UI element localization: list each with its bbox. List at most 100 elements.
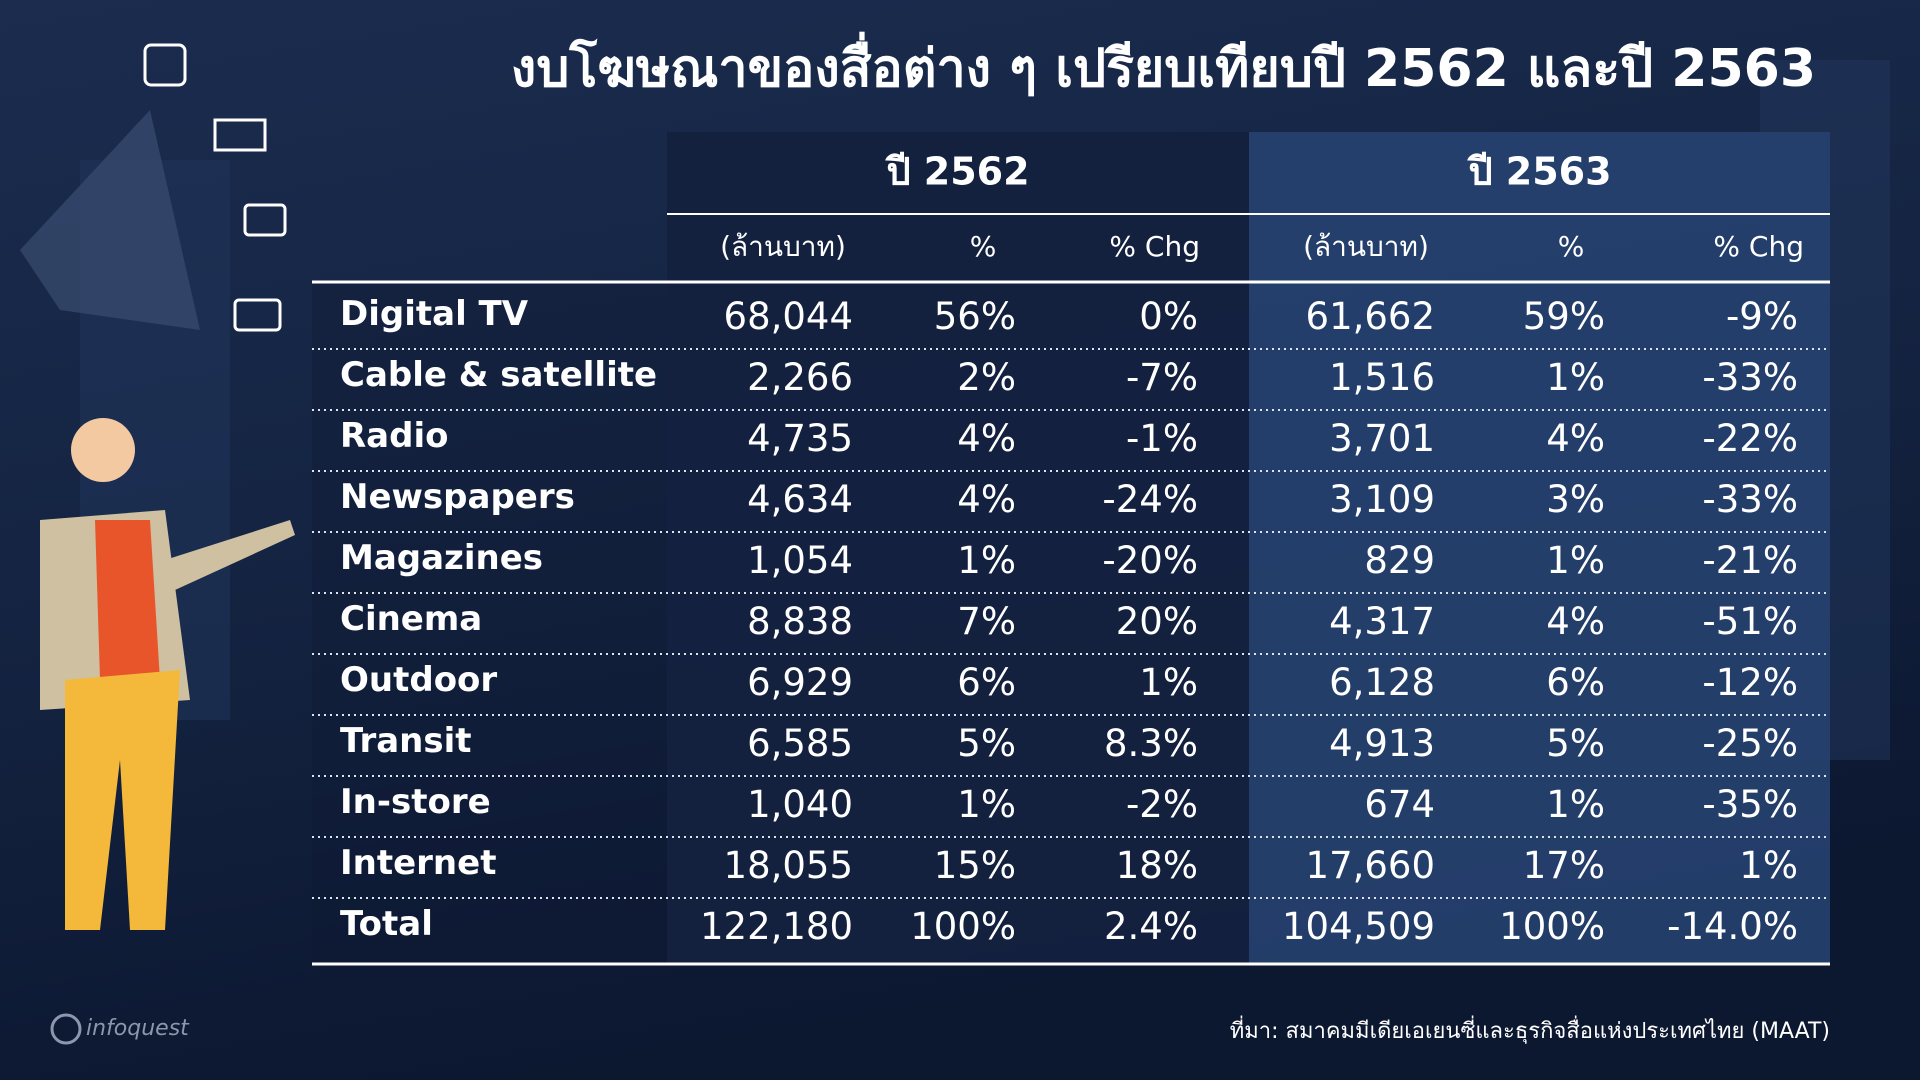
cell: 0% (1139, 295, 1198, 338)
person-pants (65, 670, 180, 930)
cell: -33% (1702, 478, 1798, 521)
cell: -22% (1702, 417, 1798, 460)
cell: 4,317 (1329, 600, 1435, 643)
cell: 2% (957, 356, 1016, 399)
cell: 5% (1546, 722, 1605, 765)
sub-header: % (970, 230, 997, 263)
row-label: Radio (340, 416, 448, 456)
cell: -33% (1702, 356, 1798, 399)
cell: 6% (957, 661, 1016, 704)
cell: 7% (957, 600, 1016, 643)
column-bg-2563 (1249, 132, 1830, 964)
cell: 100% (1499, 905, 1605, 948)
row-label: Outdoor (340, 660, 497, 700)
cell: 5% (957, 722, 1016, 765)
cell: 68,044 (724, 295, 853, 338)
cell: -51% (1702, 600, 1798, 643)
cell: -2% (1126, 783, 1198, 826)
cell: 1% (1739, 844, 1798, 887)
cell: 8,838 (747, 600, 853, 643)
cell: 1% (1139, 661, 1198, 704)
cell: -9% (1726, 295, 1798, 338)
cell: 4% (957, 417, 1016, 460)
row-label: Total (340, 904, 433, 944)
row-label: Cinema (340, 599, 482, 639)
row-label: Digital TV (340, 294, 529, 334)
sub-header: (ล้านบาท) (1303, 230, 1429, 263)
cell: 8.3% (1104, 722, 1198, 765)
row-label: Cable & satellite (340, 355, 657, 395)
cell: -7% (1126, 356, 1198, 399)
cell: 17% (1523, 844, 1605, 887)
cell: 18% (1116, 844, 1198, 887)
cell: 4% (1546, 600, 1605, 643)
cell: 18,055 (724, 844, 853, 887)
cell: 1% (1546, 539, 1605, 582)
cell: 1,040 (747, 783, 853, 826)
icon (143, 43, 187, 87)
cell: 2.4% (1104, 905, 1198, 948)
icon (213, 118, 267, 152)
cell: 6,929 (747, 661, 853, 704)
icon (243, 203, 287, 237)
sub-header: (ล้านบาท) (720, 230, 846, 263)
cell: 4,735 (747, 417, 853, 460)
cell: 6,128 (1329, 661, 1435, 704)
cell: 1% (1546, 356, 1605, 399)
group-header: ปี 2562 (885, 150, 1030, 194)
column-bg-2562 (667, 132, 1249, 964)
person-head (71, 418, 135, 482)
icon (233, 298, 282, 332)
cell: 4% (1546, 417, 1605, 460)
label-column-bg (312, 282, 667, 964)
cell: 122,180 (700, 905, 853, 948)
cell: 1% (957, 539, 1016, 582)
sub-header: % (1558, 230, 1585, 263)
sub-header: % Chg (1713, 230, 1804, 263)
cell: 4,913 (1329, 722, 1435, 765)
cell: 3,109 (1329, 478, 1435, 521)
cell: -1% (1126, 417, 1198, 460)
person-arm (165, 520, 295, 590)
cell: 674 (1364, 783, 1435, 826)
cell: -25% (1702, 722, 1798, 765)
row-label: In-store (340, 782, 491, 822)
cell: 56% (934, 295, 1016, 338)
logo: infoquest (86, 1016, 190, 1041)
cell: 6,585 (747, 722, 853, 765)
cell: 4,634 (747, 478, 853, 521)
sub-header: % Chg (1109, 230, 1200, 263)
cell: 829 (1364, 539, 1435, 582)
cell: 3% (1546, 478, 1605, 521)
cell: 3,701 (1329, 417, 1435, 460)
cell: 4% (957, 478, 1016, 521)
cell: 1% (957, 783, 1016, 826)
cell: -14.0% (1667, 905, 1798, 948)
cell: -35% (1702, 783, 1798, 826)
cell: 6% (1546, 661, 1605, 704)
cell: 1% (1546, 783, 1605, 826)
cell: 104,509 (1282, 905, 1435, 948)
logo-mark (50, 1013, 82, 1045)
cell: 100% (910, 905, 1016, 948)
person-shirt (95, 520, 160, 680)
cell: -24% (1102, 478, 1198, 521)
cell: 15% (934, 844, 1016, 887)
megaphone (20, 110, 200, 330)
cell: 1,516 (1329, 356, 1435, 399)
row-label: Transit (340, 721, 472, 761)
cell: 61,662 (1306, 295, 1435, 338)
cell: -12% (1702, 661, 1798, 704)
cell: 2,266 (747, 356, 853, 399)
cell: 17,660 (1306, 844, 1435, 887)
row-label: Newspapers (340, 477, 575, 517)
group-header: ปี 2563 (1467, 150, 1612, 194)
row-label: Magazines (340, 538, 543, 578)
cell: 59% (1523, 295, 1605, 338)
title: งบโฆษณาของสื่อต่าง ๆ เปรียบเทียบปี 2562 … (511, 32, 1816, 99)
cell: -21% (1702, 539, 1798, 582)
cell: 20% (1116, 600, 1198, 643)
source: ที่มา: สมาคมมีเดียเอเยนซี่และธุรกิจสื่อแ… (1230, 1015, 1830, 1044)
